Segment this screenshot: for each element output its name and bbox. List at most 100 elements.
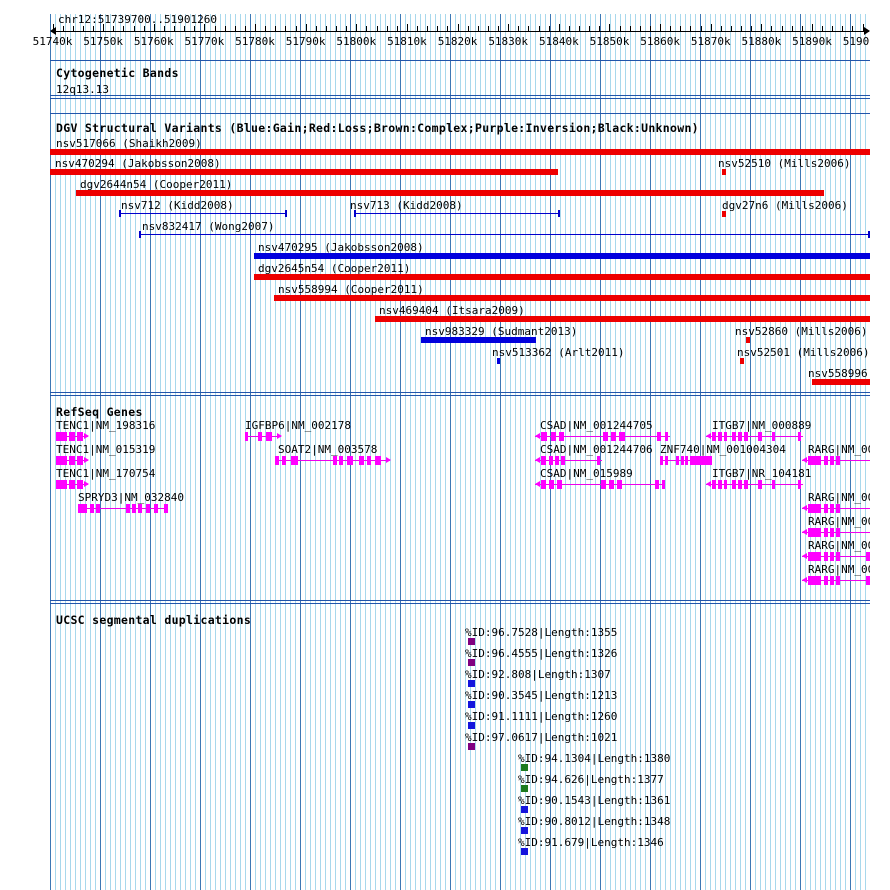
dgv-feature-bar[interactable] <box>254 253 870 259</box>
gene-exon <box>724 480 727 489</box>
refseq-gene-glyph[interactable] <box>802 503 870 514</box>
refseq-gene-glyph[interactable] <box>535 479 665 490</box>
refseq-gene-glyph[interactable] <box>660 455 712 466</box>
dgv-feature-label[interactable]: nsv983329 (Sudmant2013) <box>425 325 578 338</box>
refseq-gene-label[interactable]: RARG|NM_001042 <box>808 539 890 552</box>
segdup-feature-block[interactable] <box>521 827 528 834</box>
segdup-feature-label[interactable]: %ID:96.4555|Length:1326 <box>465 647 618 660</box>
dgv-feature-bar[interactable] <box>497 358 500 364</box>
refseq-gene-label[interactable]: ITGB7|NM_000889 <box>712 419 812 432</box>
refseq-gene-glyph[interactable] <box>56 455 89 466</box>
dgv-feature-bar[interactable] <box>746 337 750 343</box>
refseq-gene-glyph[interactable] <box>802 575 870 586</box>
refseq-gene-glyph[interactable] <box>802 527 870 538</box>
refseq-gene-glyph[interactable] <box>535 455 602 466</box>
dgv-feature-bar[interactable] <box>722 211 726 217</box>
refseq-gene-glyph[interactable] <box>56 431 89 442</box>
dgv-feature-label[interactable]: nsv513362 (Arlt2011) <box>492 346 625 359</box>
refseq-gene-label[interactable]: ITGB7|NR_104181 <box>712 467 812 480</box>
segdup-feature-label[interactable]: %ID:91.1111|Length:1260 <box>465 710 618 723</box>
dgv-feature-label[interactable]: nsv469404 (Itsara2009) <box>379 304 525 317</box>
segdup-feature-label[interactable]: %ID:97.0617|Length:1021 <box>465 731 618 744</box>
coordinate-ruler[interactable]: chr12:51739700..51901260 51740k 51750k 517… <box>0 0 890 48</box>
ruler-tick-label: 51860k <box>640 35 680 48</box>
segdup-feature-label[interactable]: %ID:96.7528|Length:1355 <box>465 626 618 639</box>
dgv-feature-bar[interactable] <box>50 149 870 155</box>
dgv-feature-bracket[interactable] <box>119 210 287 217</box>
refseq-gene-label[interactable]: TENC1|NM_198316 <box>56 419 156 432</box>
dgv-feature-label[interactable]: nsv52860 (Mills2006) <box>735 325 868 338</box>
dgv-feature-label[interactable]: dgv27n6 (Mills2006) <box>722 199 848 212</box>
dgv-feature-label[interactable]: nsv558994 (Cooper2011) <box>278 283 424 296</box>
dgv-feature-bar[interactable] <box>375 316 870 322</box>
dgv-feature-label[interactable]: nsv52501 (Mills2006) <box>737 346 870 359</box>
refseq-gene-glyph[interactable] <box>802 455 870 466</box>
dgv-feature-label[interactable]: dgv2645n54 (Cooper2011) <box>258 262 411 275</box>
segdup-feature-block[interactable] <box>468 659 475 666</box>
dgv-feature-bar[interactable] <box>722 169 726 175</box>
refseq-gene-glyph[interactable] <box>78 503 168 514</box>
gene-exon <box>559 432 564 441</box>
gene-exon <box>681 456 684 465</box>
refseq-gene-label[interactable]: SOAT2|NM_003578 <box>278 443 378 456</box>
segdup-feature-label[interactable]: %ID:90.1543|Length:1361 <box>518 794 671 807</box>
dgv-feature-label[interactable]: nsv470295 (Jakobsson2008) <box>258 241 424 254</box>
segdup-feature-block[interactable] <box>468 743 475 750</box>
bracket-cap-right <box>868 231 870 238</box>
refseq-gene-glyph[interactable] <box>245 431 282 442</box>
refseq-gene-label[interactable]: CSAD|NM_015989 <box>540 467 633 480</box>
refseq-gene-label[interactable]: CSAD|NM_001244705 <box>540 419 653 432</box>
segdup-feature-label[interactable]: %ID:90.8012|Length:1348 <box>518 815 671 828</box>
dgv-feature-label[interactable]: dgv2644n54 (Cooper2011) <box>80 178 233 191</box>
segdup-feature-label[interactable]: %ID:90.3545|Length:1213 <box>465 689 618 702</box>
dgv-feature-label[interactable]: nsv517066 (Shaikh2009) <box>56 137 202 150</box>
gene-intron-line <box>535 484 665 485</box>
refseq-gene-glyph[interactable] <box>56 479 89 490</box>
refseq-gene-glyph[interactable] <box>706 431 803 442</box>
segdup-feature-block[interactable] <box>521 785 528 792</box>
dgv-feature-label[interactable]: nsv832417 (Wong2007) <box>142 220 275 233</box>
refseq-gene-glyph[interactable] <box>535 431 670 442</box>
ruler-tick-major <box>457 24 459 32</box>
refseq-gene-label[interactable]: SPRYD3|NM_032840 <box>78 491 184 504</box>
refseq-gene-label[interactable]: ZNF740|NM_001004304 <box>660 443 786 456</box>
dgv-feature-label[interactable]: nsv712 (Kidd2008) <box>121 199 234 212</box>
segdup-feature-block[interactable] <box>468 680 475 687</box>
refseq-gene-glyph[interactable] <box>275 455 391 466</box>
dgv-feature-bar[interactable] <box>274 295 870 301</box>
dgv-feature-bar[interactable] <box>254 274 870 280</box>
segdup-feature-block[interactable] <box>468 638 475 645</box>
refseq-gene-label[interactable]: RARG|NM_001243 <box>808 443 890 456</box>
dgv-feature-bar[interactable] <box>740 358 744 364</box>
dgv-feature-label[interactable]: nsv470294 (Jakobsson2008) <box>55 157 221 170</box>
dgv-feature-bar[interactable] <box>50 169 558 175</box>
dgv-feature-bracket[interactable] <box>354 210 560 217</box>
dgv-feature-bar[interactable] <box>812 379 870 385</box>
refseq-gene-label[interactable]: TENC1|NM_015319 <box>56 443 156 456</box>
dgv-feature-label[interactable]: nsv558996 (Co <box>808 367 890 380</box>
segdup-feature-block[interactable] <box>521 848 528 855</box>
refseq-gene-glyph[interactable] <box>706 479 803 490</box>
refseq-gene-label[interactable]: CSAD|NM_001244706 <box>540 443 653 456</box>
refseq-gene-label[interactable]: RARG|NM_001243 <box>808 515 890 528</box>
segdup-feature-block[interactable] <box>521 806 528 813</box>
refseq-gene-label[interactable]: RARG|NM_001243 <box>808 563 890 576</box>
dgv-feature-label[interactable]: nsv713 (Kidd2008) <box>350 199 463 212</box>
dgv-feature-bar[interactable] <box>76 190 824 196</box>
dgv-feature-bar[interactable] <box>421 337 536 343</box>
ruler-tick-minor <box>498 26 500 32</box>
segdup-feature-block[interactable] <box>521 764 528 771</box>
segdup-feature-label[interactable]: %ID:94.626|Length:1377 <box>518 773 664 786</box>
refseq-gene-glyph[interactable] <box>802 551 870 562</box>
refseq-gene-label[interactable]: TENC1|NM_170754 <box>56 467 156 480</box>
segdup-feature-label[interactable]: %ID:91.679|Length:1346 <box>518 836 664 849</box>
segdup-feature-block[interactable] <box>468 722 475 729</box>
segdup-feature-block[interactable] <box>468 701 475 708</box>
dgv-feature-bracket[interactable] <box>139 231 870 238</box>
segdup-feature-label[interactable]: %ID:92.808|Length:1307 <box>465 668 611 681</box>
refseq-gene-label[interactable]: RARG|NM_000966 <box>808 491 890 504</box>
cytogenetic-band-label[interactable]: 12q13.13 <box>56 83 109 96</box>
refseq-gene-label[interactable]: IGFBP6|NM_002178 <box>245 419 351 432</box>
segdup-feature-label[interactable]: %ID:94.1304|Length:1380 <box>518 752 671 765</box>
dgv-feature-label[interactable]: nsv52510 (Mills2006) <box>718 157 851 170</box>
